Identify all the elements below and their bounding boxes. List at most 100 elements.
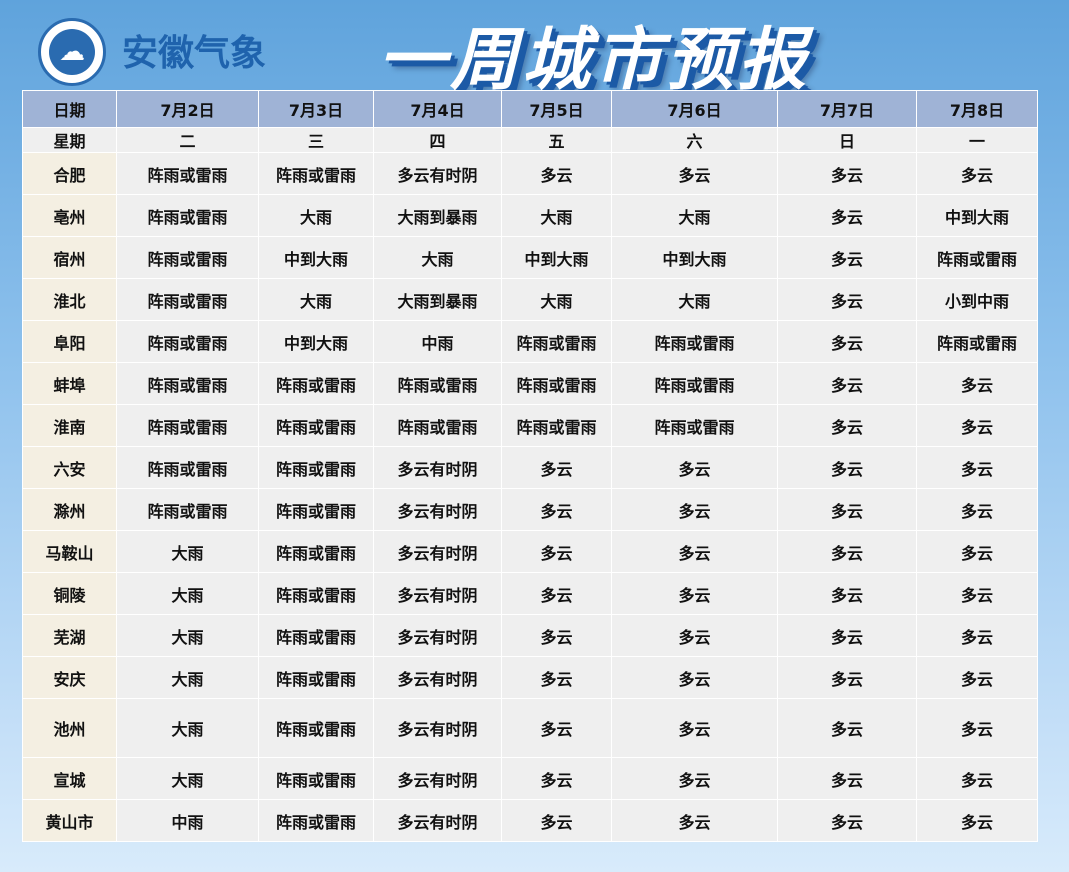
city-name: 滁州 [22, 488, 117, 531]
forecast-cell: 多云 [777, 194, 917, 237]
table-row: 淮北 阵雨或雷雨 大雨 大雨到暴雨 大雨 大雨 多云 小到中雨 [22, 278, 1038, 321]
forecast-cell: 阵雨或雷雨 [373, 362, 502, 405]
cloud-icon: ☁ [49, 29, 95, 75]
city-name: 六安 [22, 446, 117, 489]
table-row: 安庆 大雨 阵雨或雷雨 多云有时阴 多云 多云 多云 多云 [22, 656, 1038, 699]
city-name: 马鞍山 [22, 530, 117, 573]
forecast-cell: 多云 [611, 799, 778, 842]
weekday-cell: 日 [777, 127, 917, 153]
forecast-cell: 多云 [916, 614, 1038, 657]
weekday-cell: 六 [611, 127, 778, 153]
date-column-header: 7月8日 [916, 90, 1038, 128]
city-name: 铜陵 [22, 572, 117, 615]
forecast-cell: 阵雨或雷雨 [116, 236, 259, 279]
forecast-cell: 多云 [916, 488, 1038, 531]
forecast-cell: 阵雨或雷雨 [258, 152, 374, 195]
city-name: 安庆 [22, 656, 117, 699]
forecast-cell: 多云 [611, 446, 778, 489]
forecast-table: 日期 7月2日 7月3日 7月4日 7月5日 7月6日 7月7日 7月8日 星期二三四五六日一… [22, 90, 1038, 842]
forecast-cell: 多云有时阴 [373, 799, 502, 842]
forecast-cell: 阵雨或雷雨 [501, 320, 612, 363]
forecast-cell: 阵雨或雷雨 [258, 698, 374, 758]
forecast-cell: 大雨 [116, 614, 259, 657]
table-row: 铜陵 大雨 阵雨或雷雨 多云有时阴 多云 多云 多云 多云 [22, 572, 1038, 615]
date-column-header: 7月5日 [501, 90, 612, 128]
forecast-cell: 阵雨或雷雨 [611, 320, 778, 363]
forecast-cell: 阵雨或雷雨 [116, 488, 259, 531]
forecast-cell: 多云有时阴 [373, 614, 502, 657]
forecast-cell: 阵雨或雷雨 [258, 614, 374, 657]
forecast-cell: 阵雨或雷雨 [501, 362, 612, 405]
forecast-cell: 多云 [777, 656, 917, 699]
forecast-cell: 阵雨或雷雨 [611, 404, 778, 447]
forecast-cell: 大雨 [501, 278, 612, 321]
city-name: 阜阳 [22, 320, 117, 363]
forecast-cell: 多云 [916, 698, 1038, 758]
table-row: 马鞍山 大雨 阵雨或雷雨 多云有时阴 多云 多云 多云 多云 [22, 530, 1038, 573]
forecast-cell: 多云 [777, 530, 917, 573]
weekday-cell: 五 [501, 127, 612, 153]
forecast-cell: 多云 [611, 572, 778, 615]
forecast-cell: 多云有时阴 [373, 572, 502, 615]
forecast-cell: 大雨 [258, 194, 374, 237]
forecast-cell: 大雨 [258, 278, 374, 321]
city-name: 芜湖 [22, 614, 117, 657]
table-row: 芜湖 大雨 阵雨或雷雨 多云有时阴 多云 多云 多云 多云 [22, 614, 1038, 657]
forecast-cell: 多云 [777, 152, 917, 195]
forecast-cell: 阵雨或雷雨 [116, 278, 259, 321]
table-row: 滁州 阵雨或雷雨 阵雨或雷雨 多云有时阴 多云 多云 多云 多云 [22, 488, 1038, 531]
forecast-cell: 多云 [777, 572, 917, 615]
forecast-cell: 多云 [916, 572, 1038, 615]
forecast-cell: 阵雨或雷雨 [258, 799, 374, 842]
forecast-cell: 多云有时阴 [373, 152, 502, 195]
forecast-cell: 大雨 [116, 530, 259, 573]
forecast-cell: 阵雨或雷雨 [258, 572, 374, 615]
forecast-cell: 阵雨或雷雨 [916, 320, 1038, 363]
forecast-cell: 中到大雨 [501, 236, 612, 279]
city-name: 淮南 [22, 404, 117, 447]
forecast-cell: 多云 [777, 320, 917, 363]
table-row: 亳州 阵雨或雷雨 大雨 大雨到暴雨 大雨 大雨 多云 中到大雨 [22, 194, 1038, 237]
forecast-cell: 多云 [777, 404, 917, 447]
forecast-cell: 多云有时阴 [373, 698, 502, 758]
forecast-cell: 多云 [777, 278, 917, 321]
table-row: 六安 阵雨或雷雨 阵雨或雷雨 多云有时阴 多云 多云 多云 多云 [22, 446, 1038, 489]
forecast-cell: 多云 [611, 488, 778, 531]
table-row: 黄山市 中雨 阵雨或雷雨 多云有时阴 多云 多云 多云 多云 [22, 799, 1038, 842]
forecast-cell: 大雨到暴雨 [373, 278, 502, 321]
forecast-cell: 多云 [916, 152, 1038, 195]
weekday-cell: 二 [116, 127, 259, 153]
date-column-header: 7月7日 [777, 90, 917, 128]
forecast-cell: 中到大雨 [611, 236, 778, 279]
forecast-cell: 阵雨或雷雨 [916, 236, 1038, 279]
forecast-cell: 多云 [916, 362, 1038, 405]
forecast-cell: 多云 [611, 152, 778, 195]
forecast-cell: 中到大雨 [258, 236, 374, 279]
brand-name: 安徽气象 [122, 32, 267, 74]
forecast-cell: 多云 [916, 799, 1038, 842]
forecast-cell: 大雨 [611, 194, 778, 237]
table-row: 蚌埠 阵雨或雷雨 阵雨或雷雨 阵雨或雷雨 阵雨或雷雨 阵雨或雷雨 多云 多云 [22, 362, 1038, 405]
weekday-cell: 四 [373, 127, 502, 153]
forecast-cell: 大雨 [116, 656, 259, 699]
city-name: 黄山市 [22, 799, 117, 842]
forecast-cell: 阵雨或雷雨 [258, 488, 374, 531]
table-row: 合肥 阵雨或雷雨 阵雨或雷雨 多云有时阴 多云 多云 多云 多云 [22, 152, 1038, 195]
date-column-header: 7月6日 [611, 90, 778, 128]
forecast-cell: 多云有时阴 [373, 656, 502, 699]
forecast-cell: 多云 [611, 698, 778, 758]
page-title: 一周城市预报 [378, 20, 811, 100]
forecast-cell: 阵雨或雷雨 [116, 320, 259, 363]
forecast-cell: 多云有时阴 [373, 530, 502, 573]
forecast-cell: 中雨 [373, 320, 502, 363]
forecast-cell: 大雨 [501, 194, 612, 237]
forecast-cell: 多云 [501, 488, 612, 531]
date-column-header: 7月3日 [258, 90, 374, 128]
forecast-cell: 阵雨或雷雨 [116, 446, 259, 489]
table-row: 宣城 大雨 阵雨或雷雨 多云有时阴 多云 多云 多云 多云 [22, 757, 1038, 800]
forecast-cell: 多云 [777, 446, 917, 489]
forecast-cell: 阵雨或雷雨 [501, 404, 612, 447]
forecast-cell: 中到大雨 [916, 194, 1038, 237]
forecast-cell: 多云 [501, 656, 612, 699]
weekday-cell: 一 [916, 127, 1038, 153]
